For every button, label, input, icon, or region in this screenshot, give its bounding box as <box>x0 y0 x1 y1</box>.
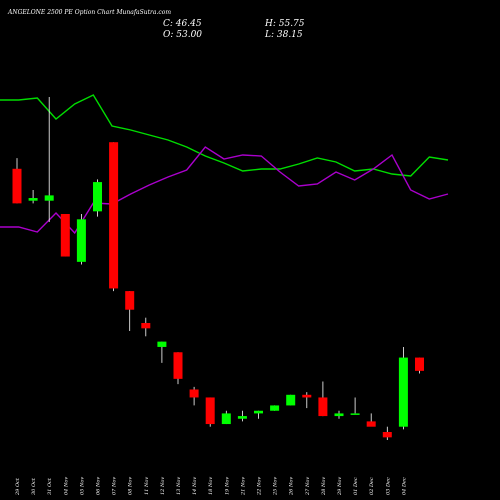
candle-body <box>270 405 280 411</box>
x-tick-label: 04 Dec <box>401 477 407 495</box>
candle <box>157 341 167 363</box>
candle-body <box>382 432 392 438</box>
candle <box>125 291 135 331</box>
candle <box>93 179 102 217</box>
x-tick-label: 12 Nov <box>160 477 166 495</box>
candle <box>334 410 344 419</box>
candle <box>109 142 119 292</box>
candle-body <box>254 410 263 414</box>
candle-body <box>350 413 360 415</box>
candle-body <box>366 421 376 427</box>
x-tick-label: 22 Nov <box>257 477 263 496</box>
x-tick-label: 11 Nov <box>144 477 150 495</box>
candle-body <box>189 389 199 398</box>
x-tick-label: 04 Nov <box>63 477 69 495</box>
candle <box>366 413 376 427</box>
candle <box>254 410 263 419</box>
candle <box>302 392 312 409</box>
candle <box>28 190 38 204</box>
candle-body <box>12 168 22 204</box>
candle <box>60 213 70 257</box>
candlesticks <box>12 97 424 440</box>
x-tick-label: 05 Nov <box>79 477 85 495</box>
x-tick-label: 14 Nov <box>192 477 198 495</box>
candle <box>415 357 424 374</box>
x-tick-label: 01 Dec <box>353 477 359 495</box>
candle-body <box>44 195 54 201</box>
candle <box>382 426 392 440</box>
x-tick-label: 28 Nov <box>321 477 327 496</box>
candle <box>44 97 54 222</box>
candle <box>221 410 231 425</box>
x-tick-label: 31 Oct <box>47 477 53 495</box>
candle-body <box>173 352 183 379</box>
indicator-lines <box>0 94 449 235</box>
x-tick-label: 21 Nov <box>240 477 246 496</box>
ohlc-high: H: 55.75 <box>264 19 305 29</box>
x-tick-label: 27 Nov <box>305 477 311 496</box>
candle <box>173 352 183 385</box>
x-tick-label: 25 Nov <box>273 477 279 496</box>
x-tick-label: 29 Nov <box>337 477 343 496</box>
candle <box>270 405 280 411</box>
candle-body <box>141 323 151 329</box>
candle <box>141 317 151 337</box>
indicator-line-2 <box>0 146 449 235</box>
candle-body <box>286 394 296 406</box>
candle <box>318 381 328 417</box>
candle-body <box>205 397 215 425</box>
candle-body <box>221 413 231 425</box>
x-tick-label: 07 Nov <box>112 477 118 495</box>
candle <box>189 386 199 406</box>
ohlc-open: O: 53.00 <box>163 30 202 40</box>
candle-body <box>398 357 408 427</box>
candle-body <box>237 416 247 419</box>
candle-body <box>125 291 135 310</box>
candle-body <box>109 142 119 289</box>
candle-body <box>415 357 424 371</box>
candle-body <box>28 198 38 201</box>
candle <box>286 394 296 406</box>
x-tick-label: 30 Oct <box>31 477 37 495</box>
x-tick-label: 26 Nov <box>289 477 295 496</box>
x-tick-label: 06 Nov <box>96 477 102 495</box>
candle <box>350 397 360 415</box>
candle <box>12 158 22 204</box>
x-tick-label: 08 Nov <box>128 477 134 495</box>
x-tick-label: 19 Nov <box>224 477 230 495</box>
chart-title: ANGELONE 2500 PE Option Chart MunafaSutr… <box>7 9 171 16</box>
candle <box>76 213 86 265</box>
candle-body <box>302 394 312 398</box>
x-tick-label: 18 Nov <box>208 477 214 495</box>
candle <box>205 397 215 427</box>
ohlc-low: L: 38.15 <box>264 30 303 40</box>
x-tick-label: 03 Dec <box>385 477 391 495</box>
x-axis-ticks: 29 Oct 30 Oct 31 Oct 04 Nov 05 Nov 06 Nov 07 N… <box>15 477 407 496</box>
candle-body <box>93 182 102 212</box>
candle-body <box>318 397 328 417</box>
candle-body <box>157 341 167 347</box>
ohlc-close: C: 46.45 <box>163 19 202 29</box>
x-tick-label: 29 Oct <box>15 477 21 496</box>
x-tick-label: 13 Nov <box>176 477 182 495</box>
candle-body <box>76 219 86 262</box>
candle-body <box>60 213 70 257</box>
candle-body <box>334 413 344 417</box>
candle <box>237 410 247 422</box>
candle <box>398 346 408 430</box>
x-tick-label: 02 Dec <box>369 477 375 495</box>
